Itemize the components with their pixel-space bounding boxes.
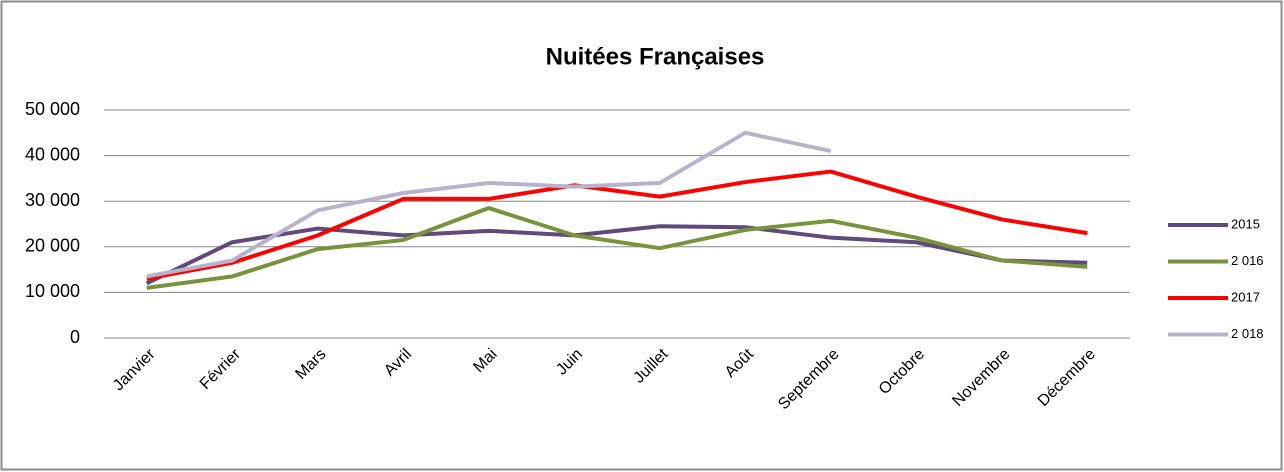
series-line bbox=[146, 169, 1088, 281]
chart-title: Nuitées Françaises bbox=[546, 43, 765, 70]
y-tick-label: 30 000 bbox=[25, 190, 80, 210]
series-line bbox=[146, 206, 1088, 290]
legend-label: 2015 bbox=[1231, 216, 1260, 231]
y-tick-label: 50 000 bbox=[25, 99, 80, 119]
legend-label: 2017 bbox=[1231, 289, 1260, 304]
legend-label: 2 018 bbox=[1231, 326, 1264, 341]
y-tick-label: 40 000 bbox=[25, 144, 80, 164]
y-tick-label: 0 bbox=[70, 327, 80, 347]
y-tick-label: 10 000 bbox=[25, 281, 80, 301]
series-line bbox=[145, 224, 1088, 286]
y-tick-label: 20 000 bbox=[25, 236, 80, 256]
legend-label: 2 016 bbox=[1231, 253, 1264, 268]
series-line bbox=[146, 130, 832, 279]
